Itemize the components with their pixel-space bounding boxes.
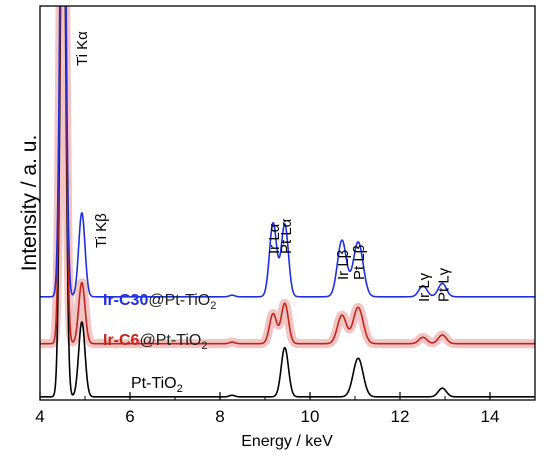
- series-line-ir-c30-pt-tio2: [40, 6, 535, 298]
- peak-label: Ti Kβ: [93, 213, 110, 248]
- x-tick-label: 8: [215, 407, 224, 426]
- series-label: Pt-TiO2: [131, 375, 183, 395]
- x-tick-label: 6: [125, 407, 134, 426]
- x-tick-label: 4: [35, 407, 44, 426]
- x-axis-label: Energy / keV: [241, 433, 333, 450]
- peak-label: Pt Lα: [278, 218, 295, 254]
- x-ticks: 4 6 8 10 12 14: [35, 392, 536, 426]
- peak-label: Pt Lγ: [435, 267, 452, 302]
- series-line-pt-tio2: [40, 6, 535, 398]
- series-lines-layer: [40, 6, 535, 398]
- axes: [39, 5, 536, 401]
- peak-label: Ir Lβ: [335, 249, 352, 280]
- plot-frame: [39, 5, 536, 401]
- y-axis-label: Intensity / a. u.: [18, 135, 41, 272]
- x-tick-label: 12: [391, 407, 410, 426]
- series-label: Ir-C6@Pt-TiO2: [103, 332, 207, 352]
- peak-label: Ir Lα: [266, 223, 283, 254]
- peak-label: Pt Lβ: [351, 244, 368, 280]
- x-tick-label: 14: [481, 407, 500, 426]
- series-line-ir-c6-pt-tio2: [40, 6, 535, 345]
- series-label: Ir-C30@Pt-TiO2: [103, 292, 216, 312]
- peak-label: Ti Kα: [74, 31, 91, 66]
- x-tick-label: 10: [301, 407, 320, 426]
- peak-label: Ir Lγ: [416, 272, 433, 302]
- series-labels: Pt-TiO2 Ir-C6@Pt-TiO2 Ir-C30@Pt-TiO2: [103, 292, 216, 395]
